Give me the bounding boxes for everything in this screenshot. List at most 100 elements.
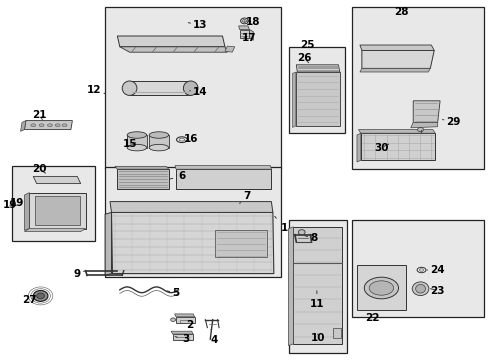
Text: 23: 23 [429, 285, 444, 296]
Polygon shape [105, 212, 111, 275]
Text: 16: 16 [183, 134, 198, 144]
Polygon shape [288, 227, 293, 346]
Ellipse shape [368, 281, 393, 295]
Text: 26: 26 [296, 53, 311, 63]
Polygon shape [174, 314, 194, 317]
Polygon shape [224, 46, 234, 52]
Text: 29: 29 [442, 117, 460, 127]
Ellipse shape [183, 81, 198, 95]
Ellipse shape [417, 127, 423, 132]
Polygon shape [171, 331, 193, 334]
Bar [351, 7, 483, 169]
Polygon shape [249, 30, 253, 40]
Bar [105, 167, 281, 277]
Polygon shape [117, 169, 168, 189]
Text: 7: 7 [239, 191, 250, 203]
Text: 25: 25 [299, 40, 314, 50]
Text: 8: 8 [305, 233, 317, 243]
Text: 20: 20 [32, 164, 46, 174]
Text: 3: 3 [175, 334, 189, 344]
Text: 9: 9 [74, 269, 85, 279]
Text: 22: 22 [365, 312, 379, 323]
Text: 27: 27 [22, 294, 37, 305]
Text: 10: 10 [310, 333, 325, 343]
Bar [288, 47, 344, 133]
Polygon shape [359, 45, 433, 50]
Bar [351, 220, 483, 317]
Polygon shape [33, 176, 81, 184]
Text: 19: 19 [2, 200, 17, 210]
Polygon shape [24, 193, 29, 230]
Polygon shape [29, 193, 85, 229]
Text: 21: 21 [32, 110, 46, 120]
Polygon shape [412, 101, 439, 122]
Polygon shape [292, 72, 295, 127]
Text: 15: 15 [122, 139, 137, 149]
Polygon shape [296, 65, 339, 72]
Ellipse shape [149, 144, 168, 151]
Polygon shape [115, 166, 168, 169]
Polygon shape [356, 265, 405, 310]
Ellipse shape [33, 291, 48, 301]
Ellipse shape [149, 132, 168, 138]
Polygon shape [111, 212, 273, 274]
Polygon shape [238, 26, 249, 30]
Polygon shape [293, 227, 342, 344]
Polygon shape [117, 36, 224, 47]
Ellipse shape [240, 18, 248, 24]
Text: 5: 5 [167, 288, 179, 298]
Polygon shape [239, 30, 249, 38]
Ellipse shape [298, 230, 305, 235]
Bar [288, 220, 346, 353]
Ellipse shape [170, 318, 175, 321]
Polygon shape [175, 166, 271, 169]
Text: 24: 24 [426, 265, 444, 275]
Ellipse shape [31, 124, 36, 127]
Ellipse shape [364, 277, 398, 299]
Polygon shape [215, 230, 266, 257]
Polygon shape [24, 229, 85, 231]
Ellipse shape [55, 124, 60, 127]
Text: 2: 2 [180, 320, 193, 330]
Text: 6: 6 [170, 171, 185, 181]
Polygon shape [176, 169, 271, 189]
Polygon shape [410, 122, 437, 128]
Polygon shape [360, 133, 434, 160]
Polygon shape [120, 47, 227, 52]
Text: 14: 14 [189, 87, 207, 97]
Text: 11: 11 [309, 291, 324, 309]
Text: 17: 17 [242, 33, 256, 43]
Text: 1: 1 [274, 216, 287, 233]
Polygon shape [176, 317, 194, 323]
Text: 19: 19 [10, 198, 24, 208]
Polygon shape [129, 81, 190, 95]
Polygon shape [358, 130, 434, 133]
Ellipse shape [127, 144, 146, 151]
Text: 13: 13 [188, 20, 207, 30]
Polygon shape [110, 202, 272, 212]
Text: 28: 28 [393, 6, 407, 17]
Ellipse shape [127, 132, 146, 138]
Polygon shape [332, 328, 341, 338]
Polygon shape [149, 135, 168, 148]
Polygon shape [356, 133, 360, 162]
Polygon shape [35, 196, 80, 225]
Polygon shape [127, 135, 146, 148]
Ellipse shape [39, 124, 44, 127]
Ellipse shape [37, 293, 44, 299]
Polygon shape [295, 72, 339, 126]
Text: 12: 12 [86, 85, 105, 95]
Ellipse shape [62, 124, 67, 127]
Ellipse shape [47, 124, 52, 127]
Text: 4: 4 [210, 329, 218, 345]
Ellipse shape [411, 282, 428, 296]
Bar [12, 166, 95, 241]
Text: 18: 18 [245, 17, 260, 27]
Polygon shape [172, 334, 193, 340]
Bar [105, 7, 281, 169]
Ellipse shape [122, 81, 137, 95]
Ellipse shape [415, 284, 425, 293]
Polygon shape [20, 121, 26, 131]
Polygon shape [359, 68, 429, 72]
Text: 30: 30 [373, 143, 388, 153]
